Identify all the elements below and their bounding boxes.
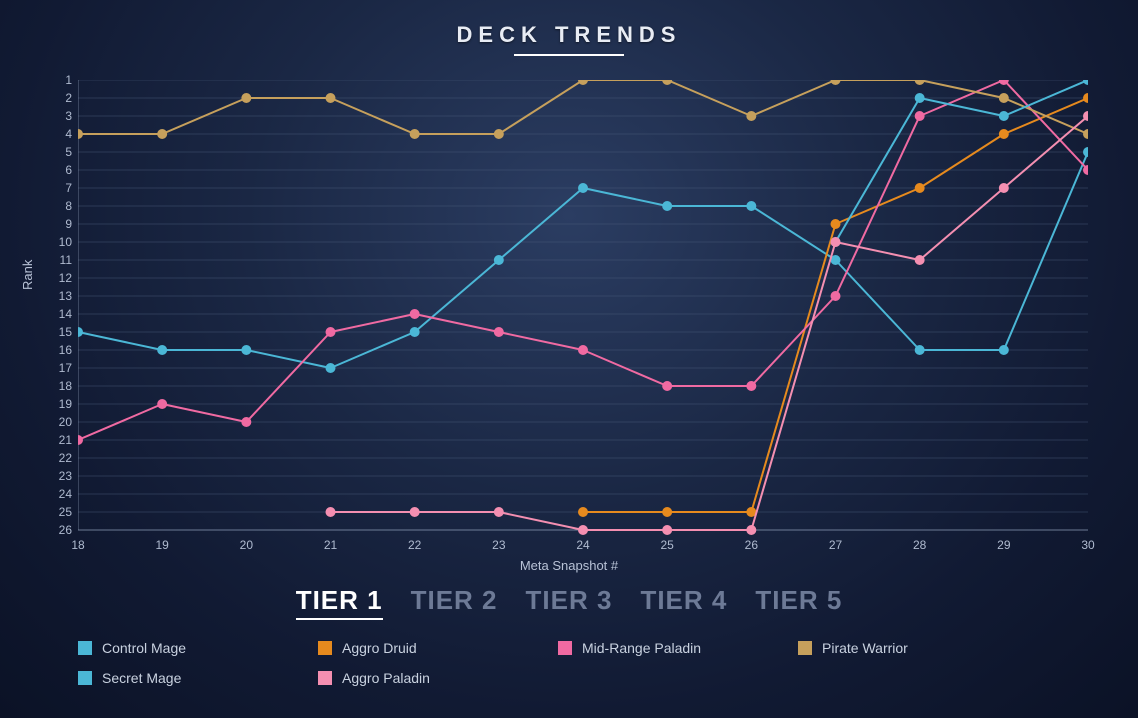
x-tick: 22 [408,538,421,552]
tier-tab-1[interactable]: TIER 1 [296,585,383,620]
x-tick: 28 [913,538,926,552]
y-tick: 5 [46,145,72,159]
y-tick: 18 [46,379,72,393]
legend-label: Control Mage [102,640,186,656]
x-tick: 21 [324,538,337,552]
legend-item[interactable]: Mid-Range Paladin [558,640,798,656]
y-tick: 13 [46,289,72,303]
x-axis-label: Meta Snapshot # [0,558,1138,573]
tier-tab-3[interactable]: TIER 3 [526,585,613,616]
legend-label: Aggro Paladin [342,670,430,686]
y-tick: 7 [46,181,72,195]
legend-item[interactable]: Pirate Warrior [798,640,1038,656]
x-tick: 26 [745,538,758,552]
legend-label: Pirate Warrior [822,640,908,656]
x-tick: 25 [660,538,673,552]
legend: Control Mage Aggro Druid Mid-Range Paladin… [78,640,1088,700]
legend-swatch [318,641,332,655]
x-tick: 23 [492,538,505,552]
legend-swatch [78,641,92,655]
x-tick: 20 [240,538,253,552]
x-tick: 18 [71,538,84,552]
y-tick: 21 [46,433,72,447]
y-tick: 8 [46,199,72,213]
legend-label: Secret Mage [102,670,181,686]
y-tick: 23 [46,469,72,483]
page-title-text: DECK TRENDS [457,22,682,47]
y-tick: 14 [46,307,72,321]
y-tick: 12 [46,271,72,285]
x-tick: 24 [576,538,589,552]
y-tick: 22 [46,451,72,465]
legend-item[interactable]: Control Mage [78,640,318,656]
chart-area: 1234567891011121314151617181920212223242… [78,80,1088,530]
y-tick: 4 [46,127,72,141]
y-tick: 16 [46,343,72,357]
legend-swatch [78,671,92,685]
page-title: DECK TRENDS [0,0,1138,56]
y-tick: 17 [46,361,72,375]
line-chart [78,80,1088,560]
y-tick: 11 [46,253,72,267]
y-tick: 24 [46,487,72,501]
x-tick: 19 [155,538,168,552]
y-axis-label: Rank [20,260,35,290]
y-tick: 2 [46,91,72,105]
legend-item[interactable]: Secret Mage [78,670,318,686]
x-tick: 30 [1081,538,1094,552]
legend-swatch [318,671,332,685]
legend-item[interactable]: Aggro Paladin [318,670,558,686]
y-tick: 9 [46,217,72,231]
y-tick: 20 [46,415,72,429]
x-tick: 27 [829,538,842,552]
y-tick: 25 [46,505,72,519]
y-tick: 26 [46,523,72,537]
title-underline [514,54,624,56]
legend-swatch [558,641,572,655]
legend-item[interactable]: Aggro Druid [318,640,558,656]
legend-swatch [798,641,812,655]
tier-tab-5[interactable]: TIER 5 [755,585,842,616]
legend-label: Aggro Druid [342,640,417,656]
tier-tab-4[interactable]: TIER 4 [640,585,727,616]
x-tick: 29 [997,538,1010,552]
tier-tabs: TIER 1 TIER 2 TIER 3 TIER 4 TIER 5 [0,585,1138,620]
tier-tab-2[interactable]: TIER 2 [411,585,498,616]
y-tick: 1 [46,73,72,87]
y-tick: 19 [46,397,72,411]
y-tick: 10 [46,235,72,249]
y-tick: 15 [46,325,72,339]
legend-label: Mid-Range Paladin [582,640,701,656]
y-tick: 3 [46,109,72,123]
y-tick: 6 [46,163,72,177]
